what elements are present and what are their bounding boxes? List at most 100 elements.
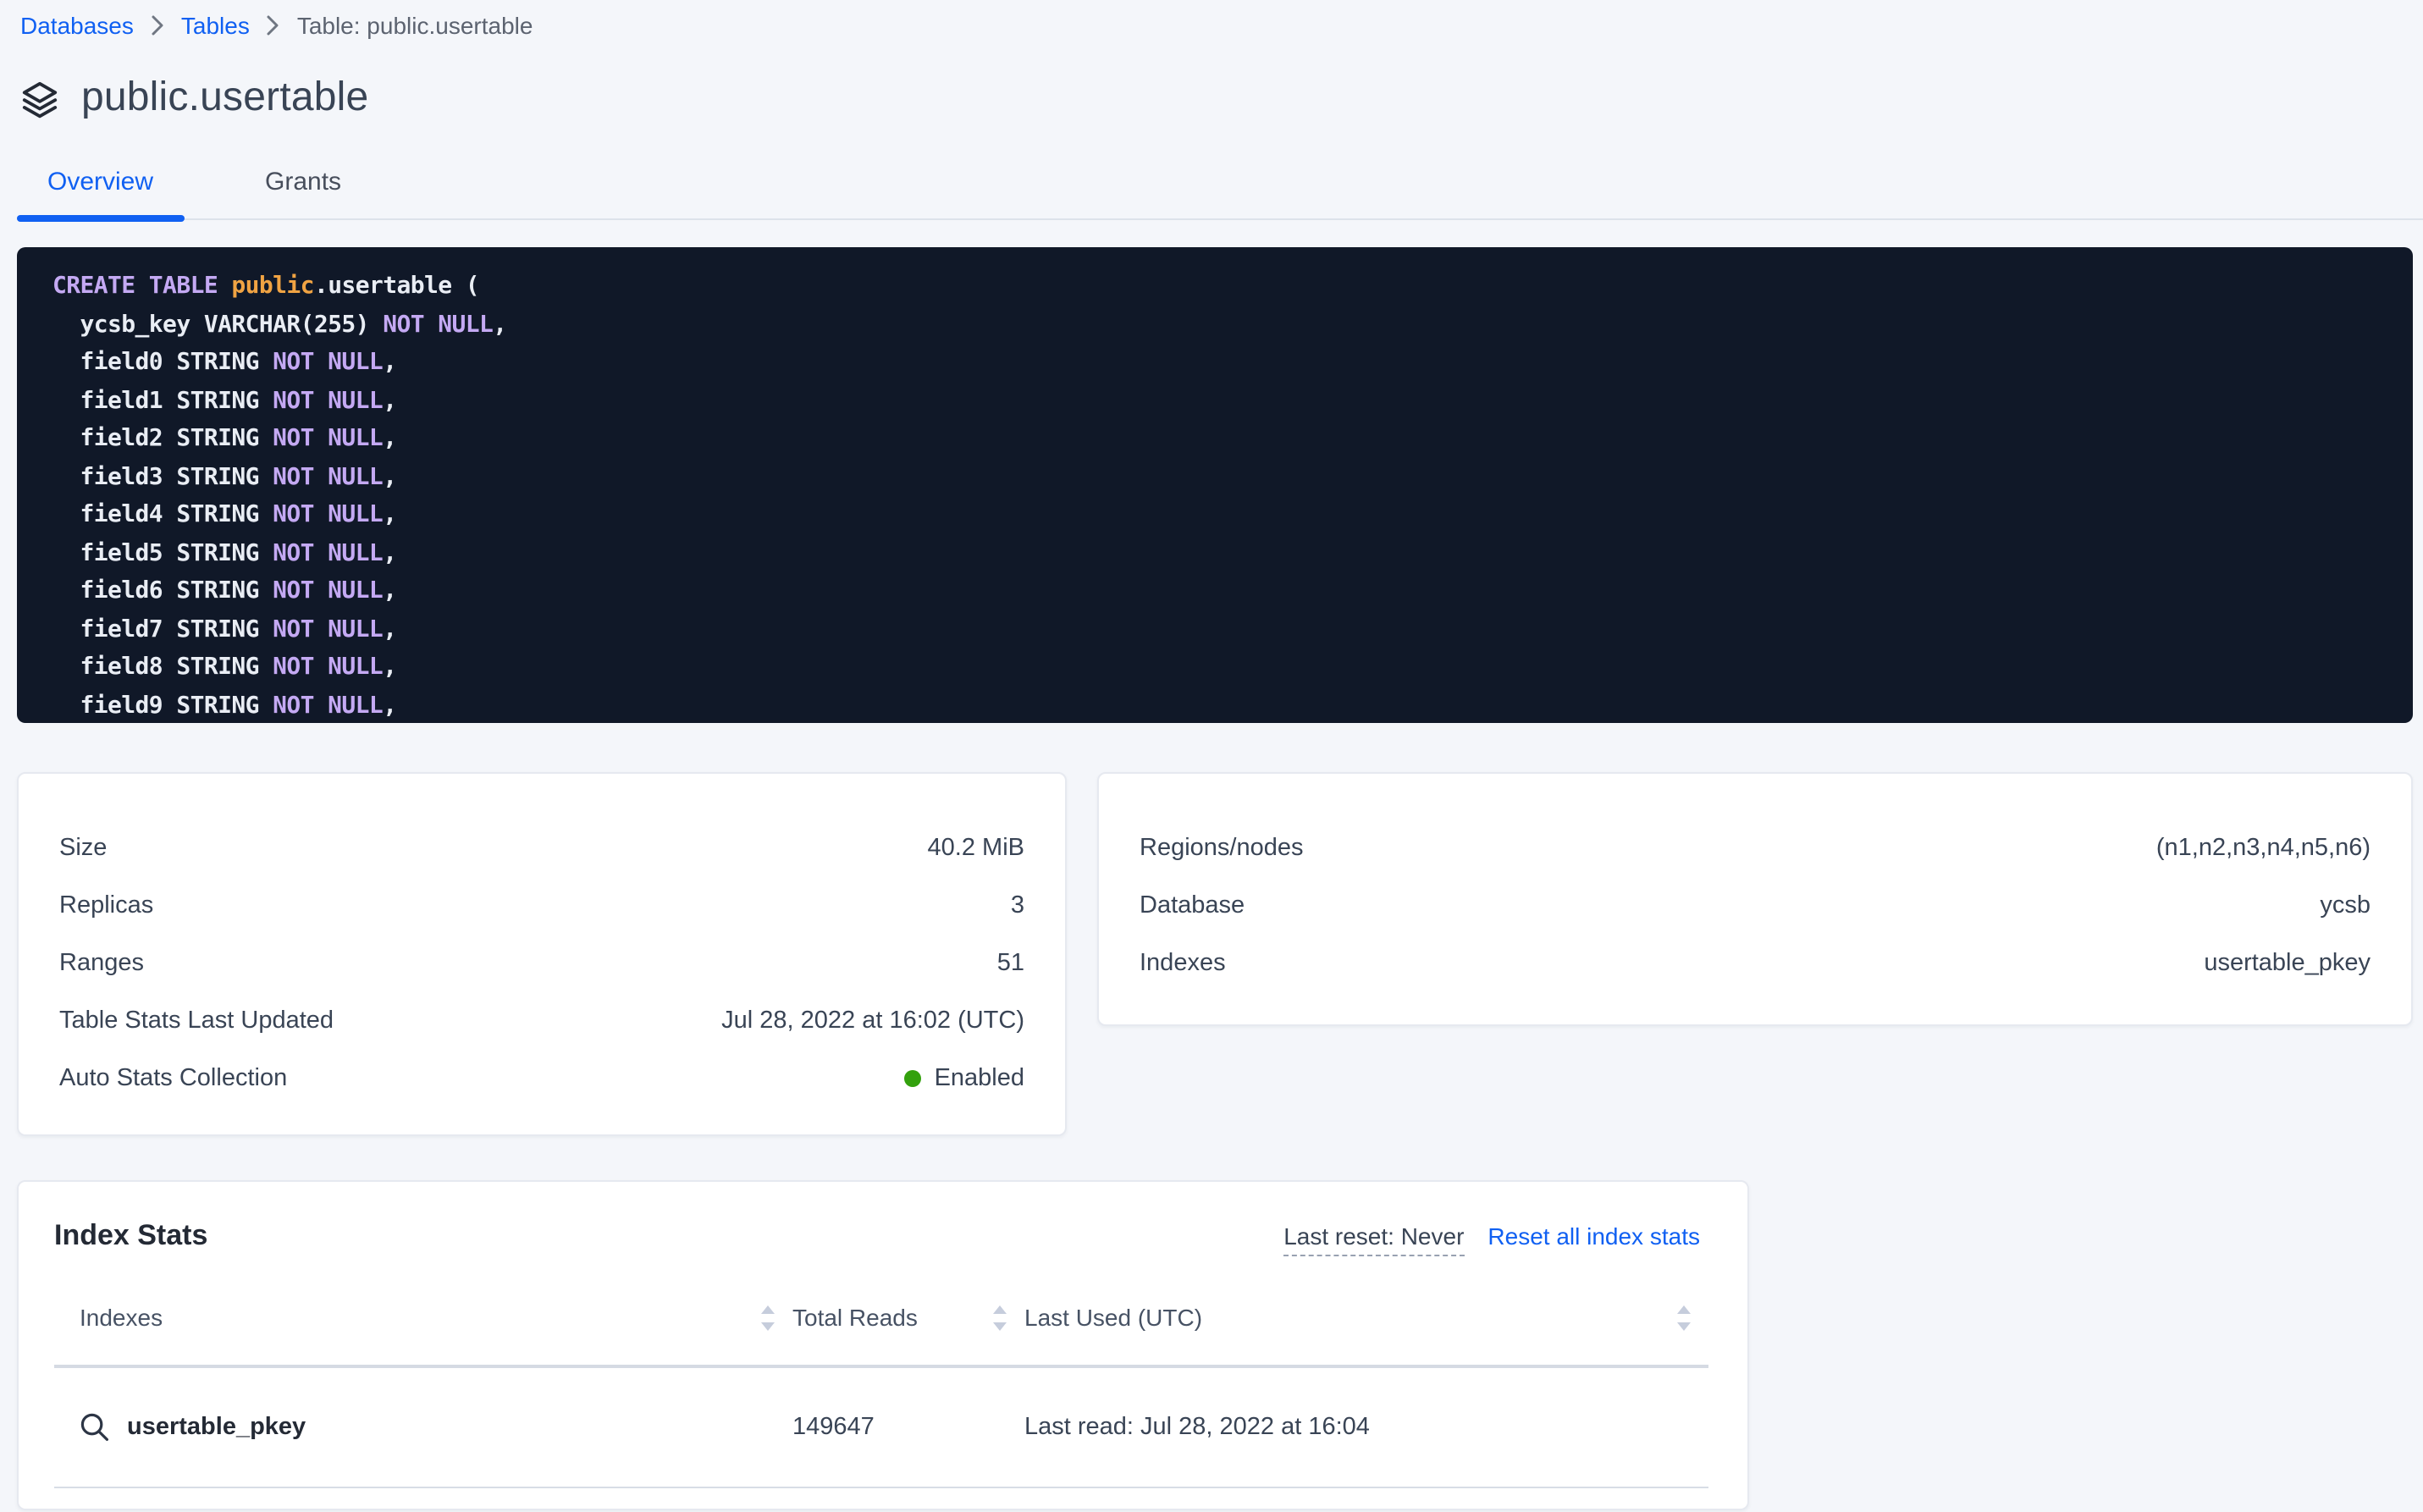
code-token: field3 STRING: [52, 463, 273, 490]
tab-grants[interactable]: Grants: [265, 168, 342, 196]
last-used-value: Last read: Jul 28, 2022 at 16:04: [1024, 1414, 1370, 1441]
code-token: ,: [383, 463, 397, 490]
code-token: NOT NULL: [383, 311, 494, 338]
code-line: field4 STRING NOT NULL,: [52, 496, 2413, 534]
stat-row: Database ycsb: [1140, 877, 2371, 935]
code-line: CREATE TABLE public.usertable (: [52, 268, 2413, 306]
breadcrumb-current: Table: public.usertable: [296, 12, 533, 39]
code-token: ,: [383, 692, 397, 719]
code-line: field2 STRING NOT NULL,: [52, 420, 2413, 458]
column-header-total-reads[interactable]: Total Reads: [792, 1304, 1024, 1331]
stat-value: ycsb: [2320, 892, 2371, 919]
column-header-indexes[interactable]: Indexes: [54, 1304, 792, 1331]
table-details-card: Size 40.2 MiB Replicas 3 Ranges 51 Table Stats…: [17, 772, 1067, 1136]
column-header-label: Last Used (UTC): [1024, 1304, 1203, 1331]
index-name-link[interactable]: usertable_pkey: [54, 1412, 792, 1443]
breadcrumb-databases[interactable]: Databases: [20, 12, 134, 39]
breadcrumb: Databases Tables Table: public.usertable: [0, 0, 2423, 39]
stat-label: Table Stats Last Updated: [59, 1007, 334, 1035]
code-token: ,: [383, 654, 397, 681]
code-line: field3 STRING NOT NULL,: [52, 458, 2413, 496]
code-line: field0 STRING NOT NULL,: [52, 344, 2413, 382]
code-token: NOT NULL: [273, 577, 384, 604]
create-table-statement: CREATE TABLE public.usertable ( ycsb_key…: [17, 247, 2413, 723]
stat-label: Indexes: [1140, 950, 1226, 977]
stat-value: usertable_pkey: [2204, 950, 2371, 977]
stat-value: 51: [996, 950, 1024, 977]
code-token: NOT NULL: [273, 463, 384, 490]
stat-value: (n1,n2,n3,n4,n5,n6): [2155, 835, 2371, 862]
code-token: CREATE TABLE: [52, 273, 232, 300]
code-token: NOT NULL: [273, 501, 384, 528]
breadcrumb-tables[interactable]: Tables: [180, 12, 250, 39]
stat-row: Indexes usertable_pkey: [1140, 935, 2371, 992]
code-line: field6 STRING NOT NULL,: [52, 572, 2413, 610]
stat-label: Ranges: [59, 950, 144, 977]
stack-icon: [20, 79, 59, 118]
index-stats-table: Indexes Total Reads Last Used (UTC) userta…: [54, 1270, 1708, 1488]
code-token: NOT NULL: [273, 654, 384, 681]
stat-value: Jul 28, 2022 at 16:02 (UTC): [721, 1007, 1024, 1035]
chevron-right-icon: [267, 15, 280, 36]
code-line: ycsb_key VARCHAR(255) NOT NULL,: [52, 306, 2413, 344]
code-token: ,: [383, 501, 397, 528]
code-token: NOT NULL: [273, 425, 384, 452]
index-stats-card: Index Stats Last reset: Never Reset all …: [17, 1180, 1749, 1510]
code-token: .usertable (: [313, 273, 480, 300]
page-title: public.usertable: [81, 74, 369, 120]
code-token: NOT NULL: [273, 349, 384, 376]
code-token: field7 STRING: [52, 615, 273, 643]
code-token: ycsb_key VARCHAR(255): [52, 311, 384, 338]
stat-row: Replicas 3: [59, 877, 1024, 935]
tab-overview[interactable]: Overview: [17, 154, 184, 222]
stat-label: Replicas: [59, 892, 154, 919]
tab-bar: Overview Grants: [17, 154, 2423, 222]
code-token: ,: [383, 577, 397, 604]
code-line: field5 STRING NOT NULL,: [52, 534, 2413, 572]
last-reset-label[interactable]: Last reset: Never: [1283, 1222, 1465, 1256]
code-token: field6 STRING: [52, 577, 273, 604]
table-topology-card: Regions/nodes (n1,n2,n3,n4,n5,n6) Database…: [1097, 772, 2413, 1026]
stat-label: Database: [1140, 892, 1245, 919]
stat-value: 40.2 MiB: [927, 835, 1024, 862]
code-token: ,: [383, 425, 397, 452]
code-token: ,: [493, 311, 507, 338]
index-stats-header: Index Stats Last reset: Never Reset all …: [19, 1182, 1747, 1256]
index-stats-title: Index Stats: [54, 1219, 208, 1251]
sort-arrows-icon[interactable]: [760, 1305, 775, 1330]
code-line: field9 STRING NOT NULL,: [52, 687, 2413, 723]
index-stats-actions: Last reset: Never Reset all index stats: [1283, 1222, 1700, 1256]
magnifier-icon: [80, 1412, 110, 1443]
index-stats-row: usertable_pkey 149647 Last read: Jul 28, 2…: [54, 1368, 1708, 1488]
code-token: NOT NULL: [273, 615, 384, 643]
code-token: ,: [383, 539, 397, 566]
code-token: field2 STRING: [52, 425, 273, 452]
code-line: field7 STRING NOT NULL,: [52, 610, 2413, 648]
code-line: field1 STRING NOT NULL,: [52, 382, 2413, 420]
stat-label: Regions/nodes: [1140, 835, 1304, 862]
sort-arrows-icon[interactable]: [992, 1305, 1007, 1330]
code-token: field5 STRING: [52, 539, 273, 566]
column-header-last-used-utc[interactable]: Last Used (UTC): [1024, 1304, 1708, 1331]
stat-row: Regions/nodes (n1,n2,n3,n4,n5,n6): [1140, 819, 2371, 877]
page-header: public.usertable: [20, 74, 2423, 122]
code-token: field0 STRING: [52, 349, 273, 376]
index-name: usertable_pkey: [127, 1414, 306, 1441]
stat-label: Size: [59, 835, 108, 862]
code-token: NOT NULL: [273, 539, 384, 566]
code-token: ,: [383, 349, 397, 376]
reset-index-stats-link[interactable]: Reset all index stats: [1487, 1222, 1700, 1250]
code-token: field8 STRING: [52, 654, 273, 681]
code-token: field4 STRING: [52, 501, 273, 528]
code-token: field9 STRING: [52, 692, 273, 719]
stat-label: Auto Stats Collection: [59, 1065, 288, 1092]
code-token: ,: [383, 387, 397, 414]
column-header-label: Total Reads: [792, 1304, 918, 1331]
chevron-right-icon: [151, 15, 164, 36]
sort-arrows-icon[interactable]: [1676, 1305, 1692, 1330]
code-token: ,: [383, 615, 397, 643]
code-line: field8 STRING NOT NULL,: [52, 648, 2413, 687]
stat-row: Auto Stats Collection Enabled: [59, 1050, 1024, 1107]
details-section: Size 40.2 MiB Replicas 3 Ranges 51 Table Stats…: [17, 772, 2423, 1136]
